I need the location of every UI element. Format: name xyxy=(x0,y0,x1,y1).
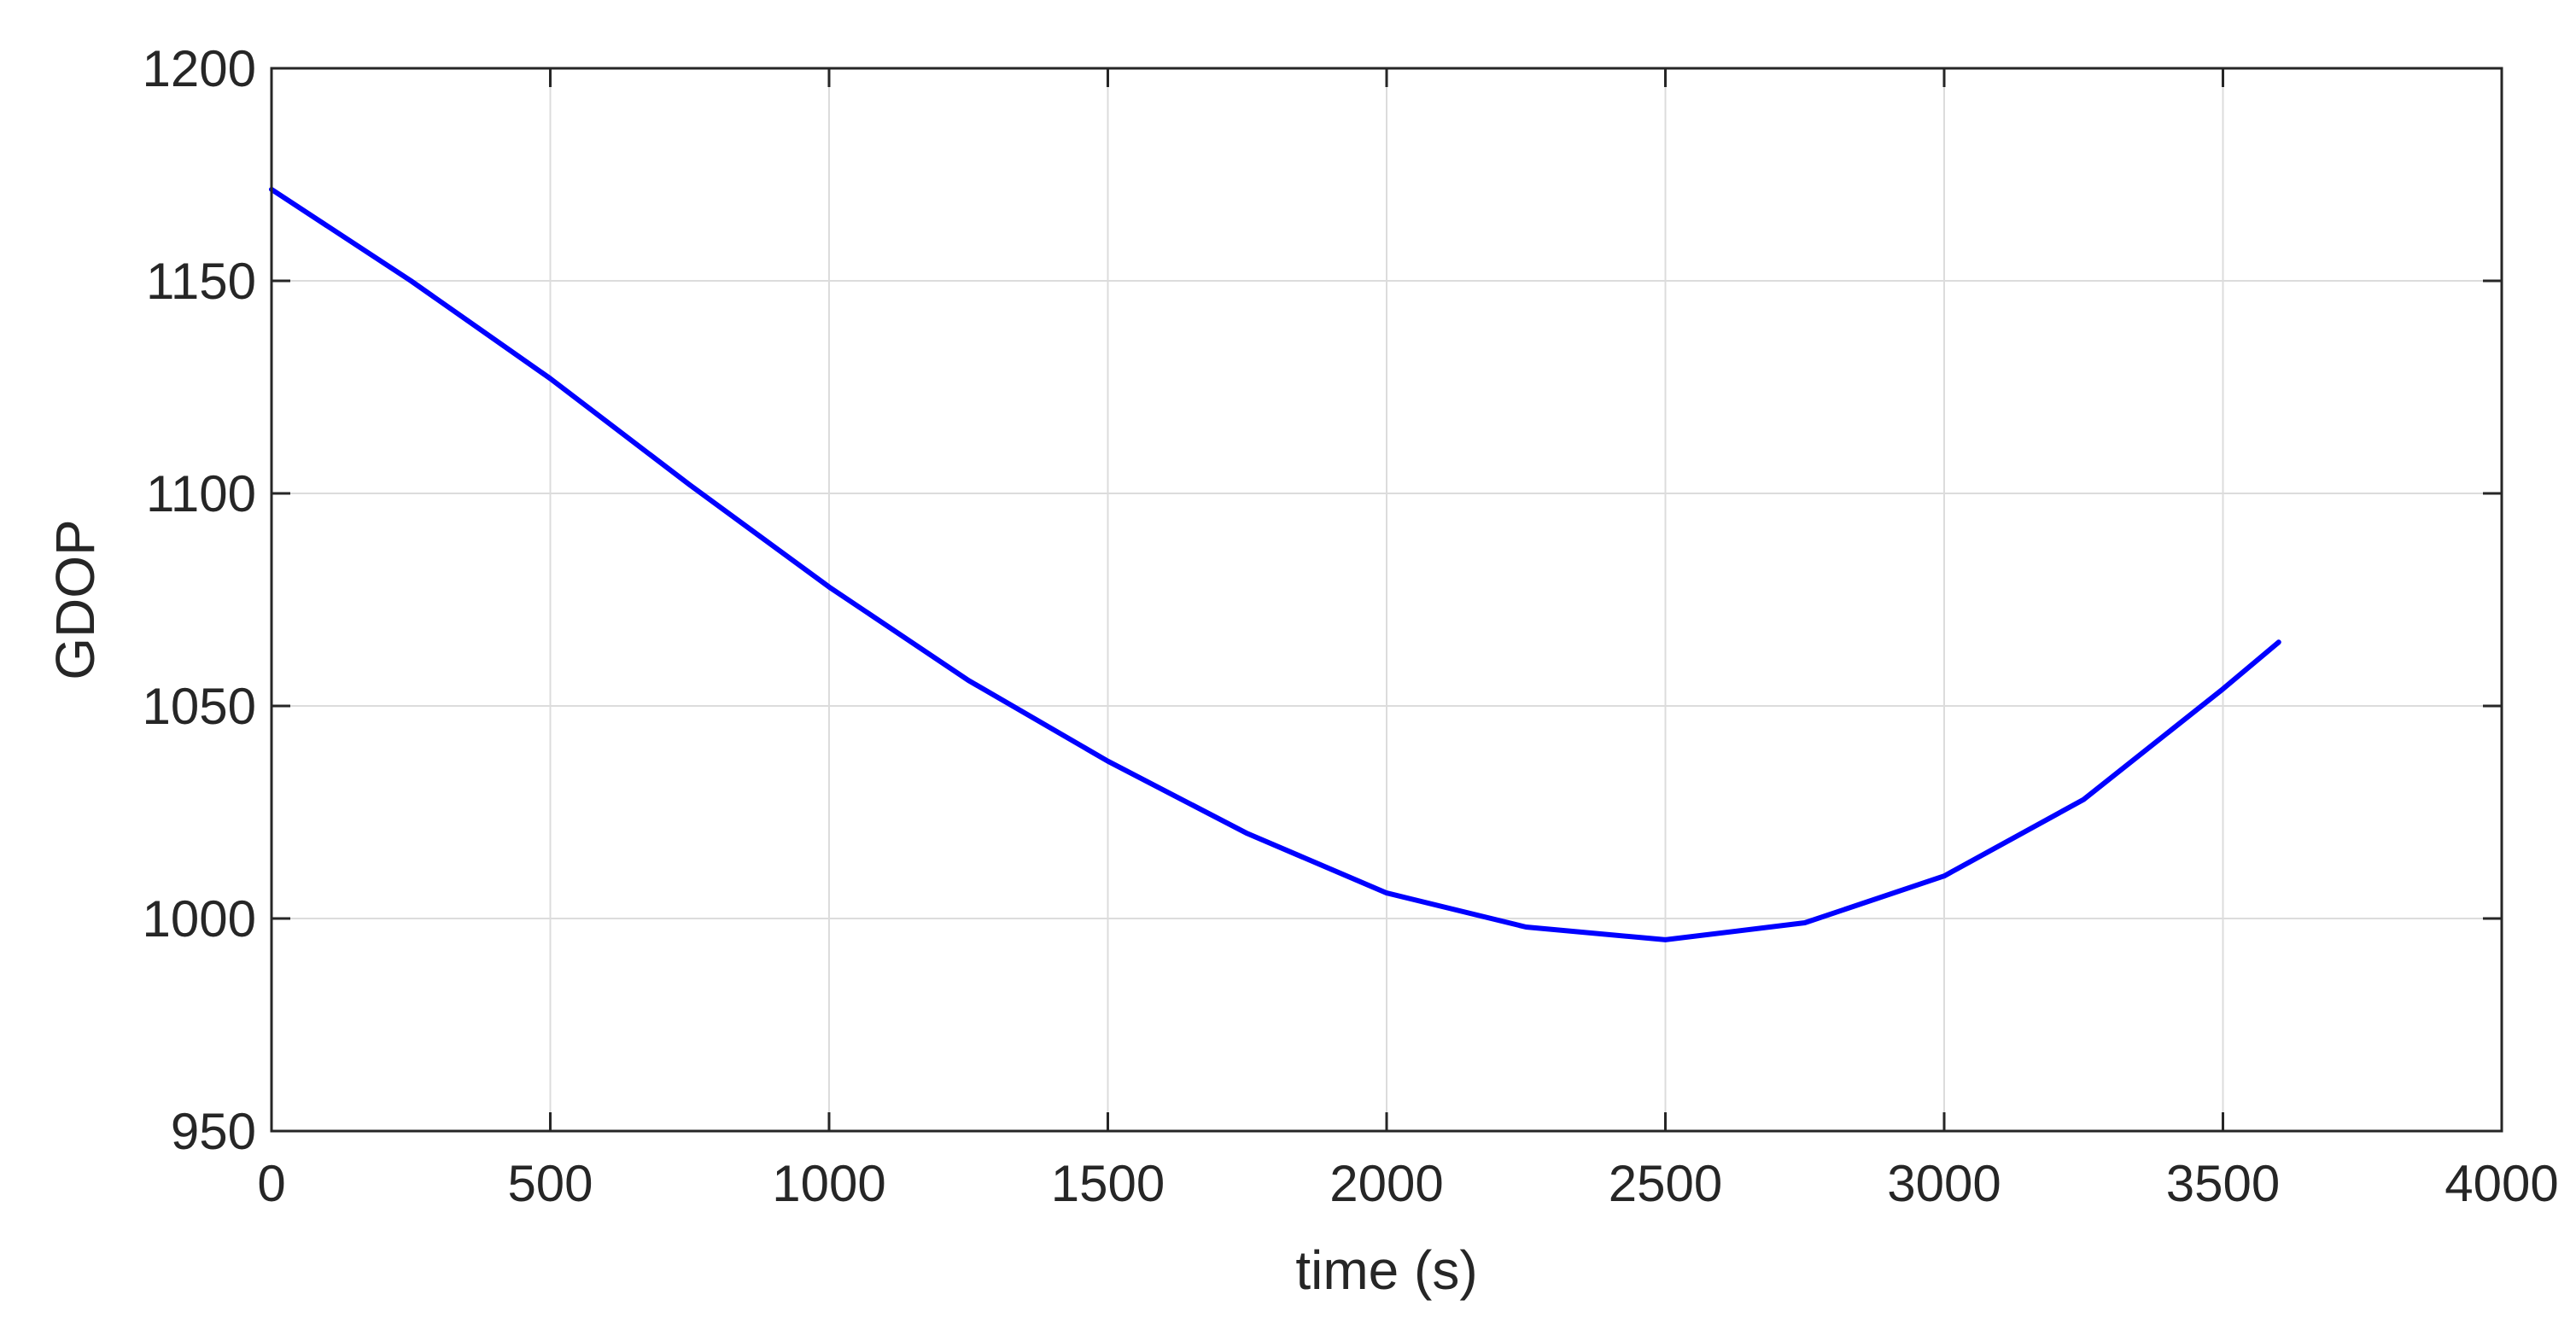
x-tick-label: 3000 xyxy=(1887,1155,2001,1212)
x-tick-label: 2000 xyxy=(1329,1155,1443,1212)
y-tick-label: 1100 xyxy=(146,465,256,522)
x-tick-label: 1500 xyxy=(1051,1155,1165,1212)
y-tick-label: 1150 xyxy=(146,253,256,310)
x-tick-label: 3500 xyxy=(2166,1155,2280,1212)
y-tick-label: 1200 xyxy=(143,40,256,97)
x-tick-label: 500 xyxy=(507,1155,593,1212)
x-tick-label: 4000 xyxy=(2445,1155,2558,1212)
x-axis-label: time (s) xyxy=(1295,1239,1477,1301)
y-tick-label: 1000 xyxy=(143,890,256,948)
x-tick-label: 1000 xyxy=(772,1155,885,1212)
series-line xyxy=(269,186,2281,942)
x-tick-label: 0 xyxy=(257,1155,285,1212)
series-layer xyxy=(269,186,2281,942)
y-tick-label: 950 xyxy=(171,1103,256,1160)
axes xyxy=(270,67,2503,1133)
tick-labels: 0 500 1000 1500 2000 2500 3000 3500 4000 950 1000 1… xyxy=(143,40,2559,1212)
grid xyxy=(272,68,2502,1131)
x-tick-label: 2500 xyxy=(1609,1155,1722,1212)
y-tick-label: 1050 xyxy=(143,678,256,735)
y-axis-label: GDOP xyxy=(44,519,106,679)
